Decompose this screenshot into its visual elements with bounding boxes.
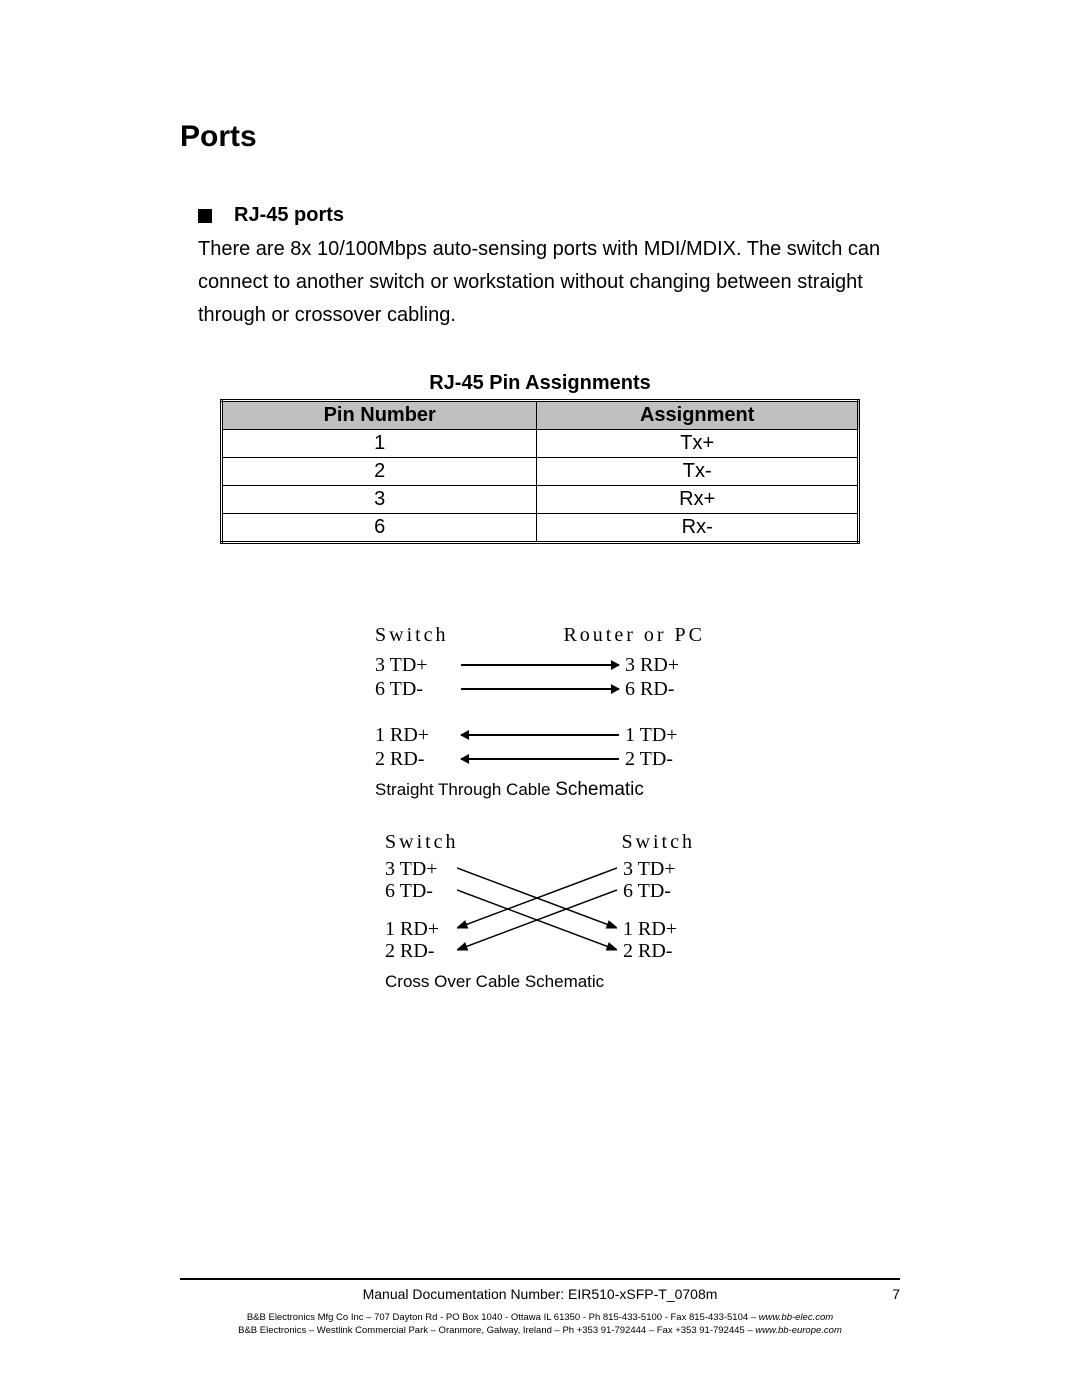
bullet-label: RJ-45 ports — [234, 204, 344, 227]
cross-left-label: 6 TD- — [385, 880, 433, 903]
cross-right-header: Switch — [621, 831, 695, 854]
straight-caption: Straight Through Cable Schematic — [375, 779, 705, 801]
wire-row: 1 RD+1 TD+ — [375, 723, 705, 747]
table-row: 3Rx+ — [222, 486, 859, 514]
table-cell: Tx+ — [537, 430, 859, 458]
col-header-assignment: Assignment — [537, 401, 859, 430]
table-row: 6Rx- — [222, 514, 859, 543]
body-paragraph: There are 8x 10/100Mbps auto-sensing por… — [198, 233, 900, 332]
wire-row: 2 RD-2 TD- — [375, 747, 705, 771]
page-footer: Manual Documentation Number: EIR510-xSFP… — [180, 1278, 900, 1337]
square-bullet-icon — [198, 209, 212, 223]
wire-row: 3 TD+3 RD+ — [375, 653, 705, 677]
footer-address-2: B&B Electronics – Westlink Commercial Pa… — [180, 1325, 900, 1337]
cross-right-label: 1 RD+ — [623, 918, 677, 941]
table-caption: RJ-45 Pin Assignments — [180, 372, 900, 395]
table-cell: Tx- — [537, 458, 859, 486]
footer-address-1: B&B Electronics Mfg Co Inc – 707 Dayton … — [180, 1312, 900, 1324]
page-number: 7 — [892, 1286, 900, 1302]
table-cell: 2 — [222, 458, 537, 486]
table-cell: Rx- — [537, 514, 859, 543]
straight-left-header: Switch — [375, 624, 449, 647]
bullet-heading: RJ-45 ports — [180, 204, 900, 227]
footer-doc-number: Manual Documentation Number: EIR510-xSFP… — [363, 1286, 718, 1302]
page-title: Ports — [180, 120, 900, 154]
table-row: 2Tx- — [222, 458, 859, 486]
pin-assignments-table: Pin Number Assignment 1Tx+2Tx-3Rx+6Rx- — [220, 399, 860, 544]
cross-left-header: Switch — [385, 831, 459, 854]
cross-left-label: 1 RD+ — [385, 918, 439, 941]
wire-row: 6 TD-6 RD- — [375, 677, 705, 701]
cross-right-label: 6 TD- — [623, 880, 671, 903]
table-cell: 3 — [222, 486, 537, 514]
cross-left-label: 3 TD+ — [385, 858, 438, 881]
table-row: 1Tx+ — [222, 430, 859, 458]
straight-right-header: Router or PC — [563, 624, 705, 647]
table-cell: 1 — [222, 430, 537, 458]
col-header-pin: Pin Number — [222, 401, 537, 430]
cross-right-label: 3 TD+ — [623, 858, 676, 881]
table-cell: 6 — [222, 514, 537, 543]
crossover-schematic: Switch Switch 3 TD+6 TD-1 RD+2 RD-3 TD+6… — [385, 831, 695, 992]
table-cell: Rx+ — [537, 486, 859, 514]
crossover-lines — [457, 862, 617, 962]
straight-schematic: Switch Router or PC 3 TD+3 RD+6 TD-6 RD-… — [375, 624, 705, 771]
cross-caption: Cross Over Cable Schematic — [385, 972, 695, 992]
cross-left-label: 2 RD- — [385, 940, 434, 963]
cross-right-label: 2 RD- — [623, 940, 672, 963]
